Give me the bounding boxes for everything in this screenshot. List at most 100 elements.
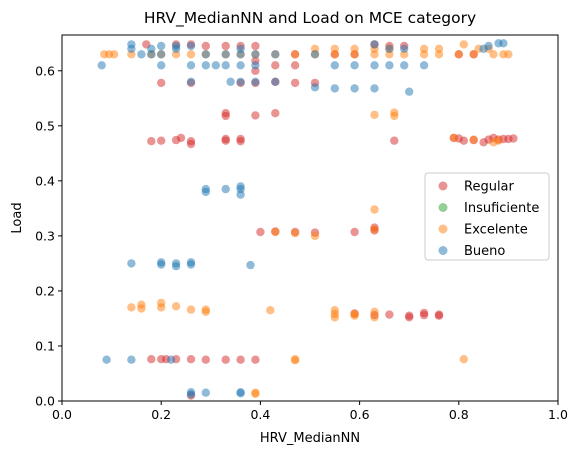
point-excelente-7 [187,50,195,58]
point-excelente-53 [157,303,165,311]
point-bueno-2 [127,45,135,53]
point-regular-36 [157,79,165,87]
point-bueno-16 [271,50,279,58]
legend-label-insuficiente: Insuficiente [464,201,539,216]
point-regular-7 [236,356,244,364]
point-regular-45 [271,61,279,69]
point-regular-19 [236,137,244,145]
point-bueno-66 [187,390,195,398]
point-excelente-34 [460,40,468,48]
y-tick-label: 0.0 [35,394,55,409]
point-bueno-63 [127,356,135,364]
point-excelente-37 [370,111,378,119]
x-tick-label: 0.8 [449,407,469,422]
point-bueno-32 [187,61,195,69]
point-excelente-2 [110,50,118,58]
point-regular-35 [271,109,279,117]
point-bueno-14 [236,45,244,53]
point-regular-15 [187,140,195,148]
y-tick-label: 0.6 [35,63,55,78]
point-excelente-55 [187,305,195,313]
point-excelente-45 [450,134,458,142]
y-tick-label: 0.1 [35,338,55,353]
point-excelente-58 [266,306,274,314]
point-bueno-19 [350,61,358,69]
point-excelente-54 [172,302,180,310]
point-bueno-36 [236,61,244,69]
point-bueno-42 [271,78,279,86]
point-regular-33 [222,112,230,120]
point-bueno-38 [187,78,195,86]
point-excelente-22 [455,50,463,58]
point-bueno-46 [370,84,378,92]
point-bueno-15 [251,50,259,58]
point-bueno-30 [499,39,507,47]
legend-label-excelente: Excelente [464,223,528,238]
point-bueno-49 [202,188,210,196]
point-bueno-18 [331,61,339,69]
point-bueno-10 [187,42,195,50]
point-bueno-64 [167,356,175,364]
point-bueno-53 [236,190,244,198]
point-regular-6 [222,356,230,364]
point-excelente-42 [271,228,279,236]
point-bueno-41 [251,78,259,86]
point-bueno-39 [226,78,234,86]
x-tick-label: 0.0 [52,407,72,422]
y-tick-label: 0.2 [35,283,55,298]
legend-label-regular: Regular [464,180,515,195]
point-regular-11 [157,137,165,145]
point-excelente-33 [435,45,443,53]
point-bueno-6 [157,50,165,58]
point-bueno-0 [98,61,106,69]
y-tick-label: 0.4 [35,173,55,188]
point-bueno-56 [157,260,165,268]
point-excelente-26 [504,50,512,58]
point-excelente-49 [127,303,135,311]
legend-marker-excelente [439,225,448,234]
point-bueno-25 [385,45,393,53]
point-bueno-61 [246,261,254,269]
point-bueno-40 [236,78,244,86]
point-bueno-12 [222,50,230,58]
point-regular-73 [405,313,413,321]
y-tick-label: 0.3 [35,228,55,243]
point-excelente-61 [331,313,339,321]
point-regular-31 [509,134,517,142]
point-regular-13 [177,134,185,142]
point-regular-62 [256,228,264,236]
point-bueno-69 [236,389,244,397]
legend-label-bueno: Bueno [464,244,505,259]
y-axis-ticks: 0.0 0.1 0.2 0.3 0.4 0.5 0.6 [35,63,62,408]
point-bueno-11 [202,50,210,58]
point-excelente-29 [350,45,358,53]
point-regular-17 [222,137,230,145]
point-regular-75 [420,311,428,319]
x-tick-label: 0.4 [250,407,270,422]
point-regular-5 [202,356,210,364]
y-tick-label: 0.5 [35,118,55,133]
point-bueno-62 [102,356,110,364]
point-bueno-58 [172,262,180,270]
point-excelente-46 [470,135,478,143]
point-bueno-20 [370,61,378,69]
x-axis-ticks: 0.0 0.2 0.4 0.6 0.8 1.0 [52,401,568,422]
point-regular-53 [251,42,259,50]
point-bueno-60 [187,260,195,268]
legend-marker-regular [439,182,448,191]
point-excelente-39 [390,112,398,120]
point-bueno-23 [420,61,428,69]
point-bueno-7 [157,42,165,50]
point-bueno-45 [350,84,358,92]
point-excelente-41 [370,225,378,233]
point-bueno-43 [311,83,319,91]
point-excelente-67 [291,356,299,364]
point-bueno-17 [311,50,319,58]
point-bueno-5 [147,45,155,53]
point-excelente-32 [420,45,428,53]
point-excelente-51 [137,304,145,312]
x-axis-label: HRV_MedianNN [260,431,360,446]
point-excelente-65 [370,313,378,321]
point-bueno-33 [202,61,210,69]
